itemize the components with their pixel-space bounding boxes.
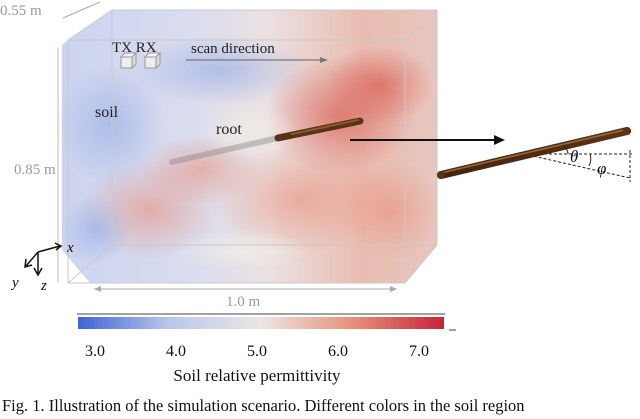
scan-direction-arrowhead [320, 57, 328, 63]
root-detail [437, 127, 632, 182]
tx-antenna-icon [119, 51, 138, 70]
width-arrowhead-right [390, 286, 397, 292]
buried-root [169, 117, 364, 165]
height-label: 0.85 m [14, 162, 56, 178]
y-axis-label: y [10, 275, 19, 291]
width-label: 1.0 m [226, 294, 261, 310]
axes-icon [24, 242, 63, 277]
z-axis-label: z [40, 278, 47, 294]
root-label: root [216, 121, 242, 138]
width-arrowhead-left [94, 286, 101, 292]
colorbar-tick: 7.0 [409, 343, 429, 360]
colorbar-tick: 5.0 [247, 343, 267, 360]
colorbar-tick: 3.0 [85, 343, 105, 360]
tx-rx-label: TX RX [112, 40, 157, 56]
scan-direction-label: scan direction [191, 41, 275, 57]
figure-caption: Fig. 1. Illustration of the simulation s… [2, 396, 525, 415]
zoom-arrowhead [494, 135, 505, 145]
colorbar: 3.0 4.0 5.0 6.0 7.0 Soil relative permit… [77, 313, 456, 385]
theta-symbol: θ [570, 147, 578, 166]
depth-label: 0.55 m [0, 3, 42, 19]
soil-label: soil [95, 104, 119, 121]
depth-arrow [62, 1, 101, 19]
phi-symbol: φ [597, 159, 606, 178]
colorbar-tick: 4.0 [166, 343, 186, 360]
soil-volume [55, 10, 440, 283]
rx-antenna-icon [143, 51, 162, 70]
colorbar-tick: 6.0 [328, 343, 348, 360]
x-axis-label: x [66, 240, 74, 256]
colorbar-label: Soil relative permittivity [173, 366, 341, 385]
box-wireframe [67, 9, 438, 284]
